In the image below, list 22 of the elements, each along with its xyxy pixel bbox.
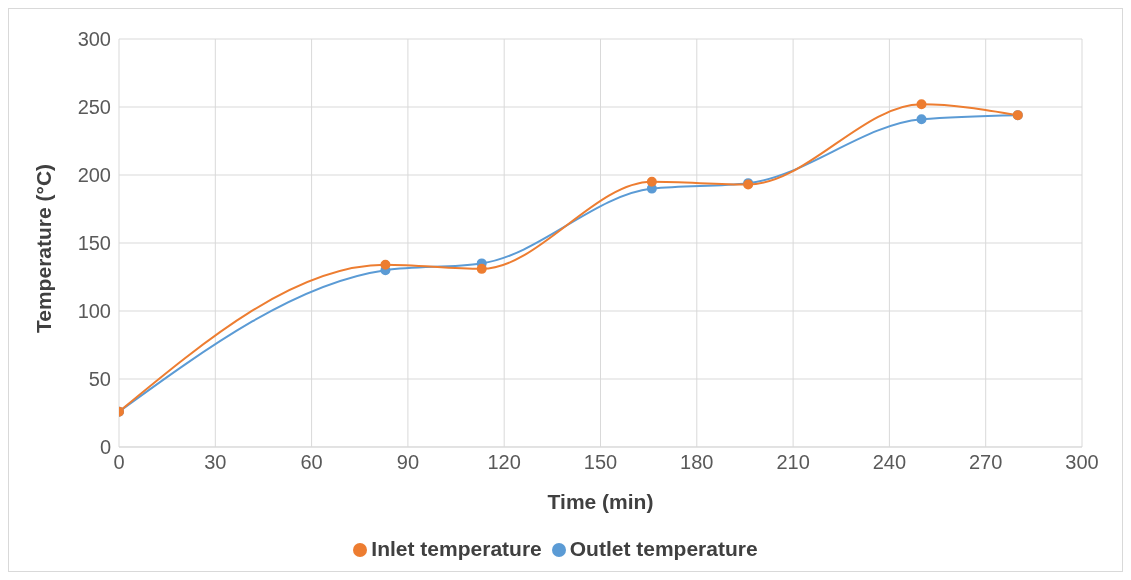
y-tick-label: 100 [77,300,111,323]
x-axis-title: Time (min) [547,490,654,513]
x-tick-label: 180 [680,451,714,474]
x-tick-label: 240 [872,451,907,474]
x-tick-label: 90 [396,451,420,474]
y-tick-label: 0 [99,436,111,459]
y-tick-label: 200 [77,164,111,187]
x-tick-label: 30 [204,451,227,474]
y-tick-label: 300 [77,28,111,51]
x-tick-label: 0 [113,451,125,474]
y-tick-label: 50 [88,368,111,391]
y-axis-title: Temperature (°C) [32,163,56,333]
x-tick-label: 270 [969,451,1003,474]
x-tick-label: 120 [487,451,521,474]
x-tick-label: 210 [776,451,810,474]
x-tick-label: 300 [1065,451,1099,474]
y-tick-label: 250 [77,96,111,119]
y-tick-label: 150 [77,232,111,255]
legend-label: Outlet temperature [569,537,758,560]
x-tick-label: 150 [583,451,618,474]
x-tick-label: 60 [300,451,323,474]
legend-label: Inlet temperature [371,537,542,560]
